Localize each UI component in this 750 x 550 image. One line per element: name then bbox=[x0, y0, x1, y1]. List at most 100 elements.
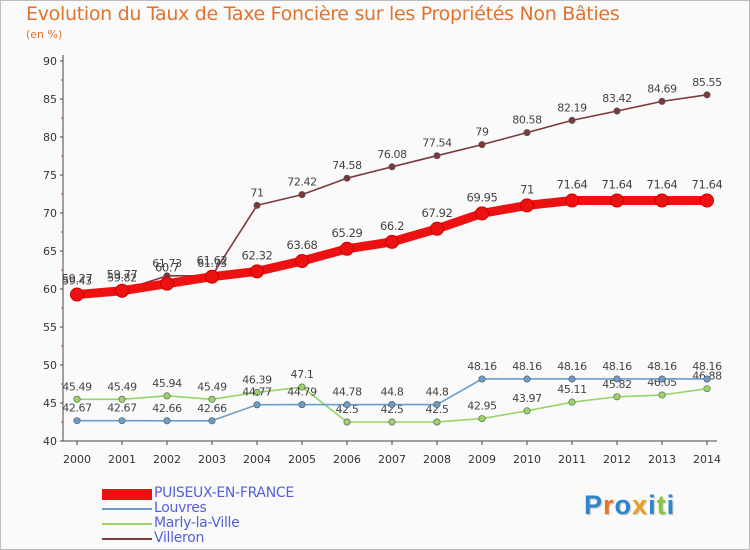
y-tick-label: 85 bbox=[43, 93, 57, 106]
data-point-puiseux-en-france bbox=[205, 269, 219, 284]
legend: PUISEUX-EN-FRANCE Louvres Marly-la-Ville Vi… bbox=[102, 485, 362, 546]
data-label-puiseux-en-france: 61.62 bbox=[197, 254, 228, 268]
data-label-louvres: 42.66 bbox=[152, 402, 182, 415]
x-tick-label: 2014 bbox=[693, 453, 721, 466]
y-tick-label: 55 bbox=[43, 321, 57, 334]
data-point-villeron bbox=[298, 191, 306, 199]
data-label-marly-la-ville: 42.5 bbox=[426, 403, 449, 416]
data-point-villeron bbox=[658, 97, 666, 105]
data-label-villeron: 76.08 bbox=[377, 148, 407, 161]
legend-label: Villeron bbox=[154, 530, 205, 546]
data-label-marly-la-ville: 47.1 bbox=[291, 368, 314, 381]
data-label-villeron: 72.42 bbox=[287, 176, 317, 189]
data-point-puiseux-en-france bbox=[430, 221, 444, 236]
data-point-villeron bbox=[478, 141, 486, 149]
data-label-louvres: 48.16 bbox=[647, 360, 677, 373]
y-axis-unit: (en %) bbox=[26, 28, 63, 41]
data-label-villeron: 59.82 bbox=[107, 271, 137, 284]
data-label-marly-la-ville: 45.49 bbox=[197, 380, 227, 393]
data-point-puiseux-en-france bbox=[250, 264, 264, 279]
x-tick-label: 2005 bbox=[288, 453, 316, 466]
logo-letter: r bbox=[603, 490, 615, 520]
data-point-puiseux-en-france bbox=[610, 193, 624, 208]
data-label-louvres: 44.8 bbox=[426, 386, 449, 399]
data-label-louvres: 44.8 bbox=[381, 386, 404, 399]
data-point-puiseux-en-france bbox=[475, 206, 489, 221]
legend-label: Louvres bbox=[154, 500, 207, 516]
data-label-louvres: 48.16 bbox=[692, 360, 722, 373]
data-point-marly-la-ville bbox=[73, 395, 81, 403]
data-label-marly-la-ville: 46.39 bbox=[242, 373, 272, 386]
data-label-louvres: 48.16 bbox=[602, 360, 632, 373]
data-label-marly-la-ville: 42.5 bbox=[381, 403, 404, 416]
data-label-puiseux-en-france: 60.7 bbox=[155, 261, 179, 275]
data-point-villeron bbox=[703, 91, 711, 99]
data-point-marly-la-ville bbox=[478, 415, 486, 423]
data-label-puiseux-en-france: 71.64 bbox=[557, 178, 588, 192]
y-tick-label: 40 bbox=[43, 435, 57, 448]
data-label-puiseux-en-france: 69.95 bbox=[467, 190, 498, 204]
data-label-puiseux-en-france: 71.64 bbox=[647, 178, 678, 192]
x-tick-label: 2009 bbox=[468, 453, 496, 466]
data-label-villeron: 71 bbox=[250, 186, 263, 199]
data-point-villeron bbox=[343, 174, 351, 182]
data-label-puiseux-en-france: 59.27 bbox=[62, 272, 93, 286]
data-point-puiseux-en-france bbox=[520, 198, 534, 213]
y-tick-label: 45 bbox=[43, 397, 57, 410]
data-label-villeron: 61.73 bbox=[152, 257, 182, 270]
data-point-marly-la-ville bbox=[118, 395, 126, 403]
data-label-puiseux-en-france: 71 bbox=[520, 182, 534, 196]
data-point-marly-la-ville bbox=[523, 407, 531, 415]
data-label-louvres: 42.67 bbox=[107, 402, 137, 415]
x-tick-label: 2010 bbox=[513, 453, 541, 466]
data-point-marly-la-ville bbox=[658, 391, 666, 399]
y-tick-label: 65 bbox=[43, 245, 57, 258]
data-label-puiseux-en-france: 67.92 bbox=[422, 206, 453, 220]
data-point-louvres bbox=[118, 417, 126, 425]
data-label-puiseux-en-france: 65.29 bbox=[332, 226, 363, 240]
chart-title: Evolution du Taux de Taxe Foncière sur l… bbox=[26, 3, 620, 25]
data-label-villeron: 83.42 bbox=[602, 92, 632, 105]
data-label-marly-la-ville: 45.11 bbox=[557, 383, 587, 396]
legend-item: Louvres bbox=[102, 500, 362, 516]
x-tick-label: 2007 bbox=[378, 453, 406, 466]
data-label-marly-la-ville: 45.49 bbox=[107, 380, 137, 393]
data-point-puiseux-en-france bbox=[385, 234, 399, 249]
legend-swatch bbox=[102, 508, 152, 510]
legend-item: PUISEUX-EN-FRANCE bbox=[102, 485, 362, 501]
data-point-marly-la-ville bbox=[703, 385, 711, 393]
data-point-louvres bbox=[478, 375, 486, 383]
data-point-marly-la-ville bbox=[568, 398, 576, 406]
logo-letter: t bbox=[656, 490, 667, 520]
data-label-villeron: 80.58 bbox=[512, 114, 542, 127]
x-tick-label: 2006 bbox=[333, 453, 361, 466]
data-point-puiseux-en-france bbox=[115, 283, 129, 298]
data-point-marly-la-ville bbox=[298, 383, 306, 391]
data-label-villeron: 77.54 bbox=[422, 137, 452, 150]
data-point-marly-la-ville bbox=[253, 388, 261, 396]
data-point-puiseux-en-france bbox=[700, 193, 714, 208]
data-label-villeron: 59.43 bbox=[62, 274, 92, 287]
data-point-louvres bbox=[388, 401, 396, 409]
x-tick-label: 2004 bbox=[243, 453, 271, 466]
data-point-louvres bbox=[208, 417, 216, 425]
legend-swatch bbox=[102, 523, 152, 525]
legend-item: Villeron bbox=[102, 530, 362, 546]
data-point-puiseux-en-france bbox=[295, 254, 309, 269]
data-point-villeron bbox=[253, 201, 261, 209]
x-tick-label: 2012 bbox=[603, 453, 631, 466]
legend-swatch bbox=[102, 488, 152, 500]
data-label-marly-la-ville: 43.97 bbox=[512, 392, 542, 405]
legend-item: Marly-la-Ville bbox=[102, 515, 362, 531]
logo-letter: o bbox=[614, 490, 633, 520]
data-label-marly-la-ville: 45.49 bbox=[62, 380, 92, 393]
data-label-villeron: 85.55 bbox=[692, 76, 722, 89]
logo-letter: P bbox=[584, 490, 604, 520]
logo-letter: i bbox=[648, 490, 657, 520]
x-tick-label: 2002 bbox=[153, 453, 181, 466]
data-label-puiseux-en-france: 71.64 bbox=[602, 178, 633, 192]
data-label-puiseux-en-france: 59.77 bbox=[107, 268, 138, 282]
legend-label: Marly-la-Ville bbox=[154, 515, 240, 531]
legend-swatch bbox=[102, 538, 152, 540]
